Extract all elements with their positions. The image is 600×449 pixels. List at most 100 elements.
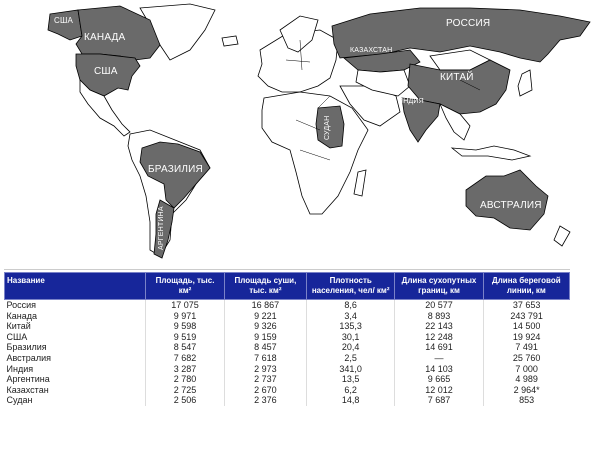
- table-cell: 7 000: [482, 363, 570, 375]
- label-brazil: БРАЗИЛИЯ: [148, 164, 203, 175]
- table-cell: 12 248: [394, 331, 484, 343]
- table-cell: 6,2: [306, 384, 395, 396]
- table-cell: Канада: [6, 310, 37, 321]
- table-cell: Бразилия: [6, 342, 47, 353]
- table-cell: 4 989: [482, 374, 570, 385]
- countries-table: Название Площадь, тыс. км² Площадь суши,…: [3, 272, 571, 406]
- table-cell: 16 867: [223, 299, 307, 311]
- table-cell: 12 012: [394, 384, 484, 396]
- table-row: Аргентина 2 780 2 737 13,5 9 665 4 989: [5, 374, 570, 385]
- header-land-area: Площадь суши, тыс. км²: [223, 272, 308, 300]
- label-canada: КАНАДА: [84, 32, 126, 43]
- table-cell: Судан: [6, 395, 33, 406]
- table-row: Казахстан 2 725 2 670 6,2 12 012 2 964*: [5, 384, 570, 396]
- label-sudan: СУДАН: [324, 115, 331, 140]
- table-cell: 8,6: [306, 299, 395, 311]
- table-cell: 135,3: [306, 321, 395, 332]
- label-usa: США: [94, 66, 118, 77]
- table-cell: 14,8: [306, 395, 395, 406]
- table-cell: 22 143: [394, 321, 484, 332]
- table-cell: 25 760: [482, 352, 570, 364]
- table-cell: 9 665: [394, 374, 484, 385]
- table-cell: 30,1: [306, 331, 395, 343]
- indonesia: [450, 145, 532, 161]
- madagascar: [353, 169, 367, 197]
- table-cell: 8 457: [223, 342, 307, 353]
- table-cell: 9 159: [223, 331, 307, 343]
- table-row: Судан 2 506 2 376 14,8 7 687 853: [5, 395, 570, 406]
- table-cell: 7 618: [223, 352, 307, 364]
- table-cell: 2 725: [145, 384, 225, 396]
- table-cell: 2 964*: [482, 384, 570, 396]
- brazil: [139, 141, 211, 209]
- divider: [4, 269, 570, 270]
- table-cell: 9 221: [223, 310, 307, 322]
- label-china: КИТАЙ: [440, 72, 474, 83]
- header-area: Площадь, тыс. км²: [145, 272, 225, 300]
- sudan: [315, 105, 345, 149]
- table-cell: 17 075: [145, 299, 225, 311]
- central-asia: [355, 69, 411, 97]
- table-cell: Австралия: [6, 352, 51, 363]
- table-cell: 9 519: [145, 331, 225, 343]
- new-zealand: [553, 225, 571, 247]
- header-density: Плотность населения, чел/ км²: [306, 272, 396, 300]
- table-cell: Аргентина: [6, 374, 50, 385]
- australia: [465, 169, 549, 231]
- table-header-row: Название Площадь, тыс. км² Площадь суши,…: [3, 272, 571, 300]
- table-cell: Китай: [6, 321, 31, 332]
- table-cell: 2 780: [145, 374, 225, 385]
- table-row: Австралия 7 682 7 618 2,5—25 760: [5, 352, 570, 364]
- table-cell: 3 287: [145, 363, 225, 375]
- alaska: [47, 9, 83, 41]
- table-cell: 37 653: [482, 299, 570, 311]
- table-cell: 2 670: [223, 384, 307, 396]
- southeast-asia: [439, 103, 471, 141]
- label-argentina: АРГЕНТИНА: [158, 206, 165, 250]
- world-map: [47, 3, 591, 259]
- table-cell: 9 598: [145, 321, 225, 332]
- table-cell: 14 103: [394, 363, 484, 375]
- table-row: Бразилия 8 547 8 457 20,4 14 691 7 491: [5, 342, 570, 353]
- usa: [75, 53, 141, 97]
- label-usa-alaska: США: [54, 16, 74, 25]
- table-cell: 2 973: [223, 363, 307, 375]
- label-russia: РОССИЯ: [446, 18, 491, 29]
- iceland: [221, 35, 239, 47]
- table-row: Китай 9 598 9 326 135,3 22 143 14 500: [5, 321, 570, 332]
- table-cell: 8 547: [145, 342, 225, 353]
- central-america: [79, 79, 131, 137]
- table-cell: 9 326: [223, 321, 307, 332]
- table-cell: 2 737: [223, 374, 307, 385]
- table-cell: 7 682: [145, 352, 225, 364]
- table-cell: 2 506: [145, 395, 225, 406]
- table-cell: Россия: [6, 300, 37, 310]
- label-australia: АВСТРАЛИЯ: [480, 200, 542, 211]
- table-cell: 853: [482, 395, 570, 406]
- table-cell: Казахстан: [6, 384, 49, 395]
- table-cell: Индия: [6, 363, 34, 374]
- table-cell: 20,4: [306, 342, 395, 353]
- japan: [517, 69, 533, 97]
- table-row: США 9 519 9 159 30,1 12 248 19 924: [5, 331, 570, 343]
- table-cell: США: [6, 331, 28, 342]
- table-cell: 2 376: [223, 395, 307, 406]
- table-row: Россия 17 075 16 867 8,6 20 577 37 653: [5, 299, 570, 311]
- header-coastline: Длина береговой линии, км: [482, 272, 571, 300]
- africa: [261, 91, 369, 215]
- label-india: ИНДИЯ: [398, 98, 424, 105]
- header-land-border: Длина сухопутных границ, км: [394, 272, 484, 300]
- header-name: Название: [3, 272, 147, 300]
- table-cell: 3,4: [306, 310, 395, 322]
- table-cell: 14 691: [394, 342, 484, 353]
- scandinavia: [279, 15, 319, 53]
- table-cell: —: [394, 352, 484, 364]
- table-cell: 8 893: [394, 310, 484, 322]
- table-cell: 341,0: [306, 363, 395, 375]
- table-cell: 7 491: [482, 342, 570, 353]
- table-cell: 19 924: [482, 331, 570, 343]
- table-cell: 9 971: [145, 310, 225, 322]
- table-row: Индия 3 287 2 973 341,0 14 103 7 000: [5, 363, 570, 375]
- table-cell: 2,5: [306, 352, 395, 364]
- label-kazakhstan: КАЗАХСТАН: [350, 47, 393, 54]
